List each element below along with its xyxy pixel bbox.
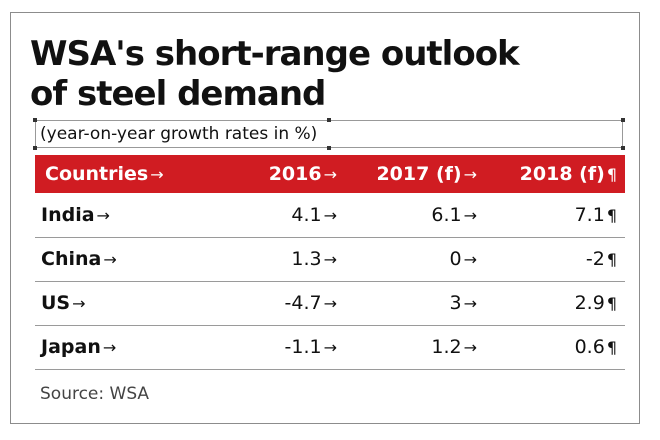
header-row: Countries → 2016 → 2017 (f) → 2018 (f) ¶ bbox=[35, 155, 625, 193]
paragraph-mark-icon: ¶ bbox=[606, 294, 617, 313]
cell-2017: 3 → bbox=[449, 292, 478, 314]
chart-subtitle: (year-on-year growth rates in %) bbox=[40, 124, 318, 144]
tab-mark-icon: → bbox=[463, 165, 477, 184]
resize-handle-bottom-middle[interactable] bbox=[327, 146, 331, 150]
table-row: US → -4.7 → 3 → 2.9 ¶ bbox=[35, 281, 625, 325]
tab-mark-icon: → bbox=[150, 165, 164, 184]
tab-mark-icon: → bbox=[96, 205, 110, 225]
header-countries: Countries → bbox=[45, 163, 164, 185]
row-country: Japan → bbox=[41, 336, 117, 358]
resize-handle-bottom-right[interactable] bbox=[621, 146, 625, 150]
tab-mark-icon: → bbox=[323, 165, 337, 184]
resize-handle-top-right[interactable] bbox=[621, 118, 625, 122]
cell-2016: 4.1 → bbox=[291, 203, 337, 226]
tab-mark-icon: → bbox=[463, 294, 477, 313]
resize-handle-top-middle[interactable] bbox=[327, 118, 331, 122]
tab-mark-icon: → bbox=[102, 338, 117, 357]
steel-demand-table: Countries → 2016 → 2017 (f) → 2018 (f) ¶ Ind… bbox=[35, 155, 625, 370]
source-note: Source: WSA bbox=[40, 384, 150, 404]
tab-mark-icon: → bbox=[72, 294, 86, 313]
row-country: China → bbox=[41, 248, 117, 270]
header-2018: 2018 (f) ¶ bbox=[519, 163, 617, 185]
table-body: India → 4.1 → 6.1 → 7.1 ¶ China → 1.3 → 0 → -2 ¶… bbox=[35, 193, 625, 369]
tab-mark-icon: → bbox=[323, 250, 337, 269]
tab-mark-icon: → bbox=[323, 294, 337, 313]
cell-2017: 6.1 → bbox=[431, 203, 477, 226]
table-row: India → 4.1 → 6.1 → 7.1 ¶ bbox=[35, 193, 625, 237]
tab-mark-icon: → bbox=[463, 250, 477, 269]
resize-handle-bottom-left[interactable] bbox=[33, 146, 37, 150]
tab-mark-icon: → bbox=[463, 338, 477, 357]
header-2017: 2017 (f) → bbox=[376, 163, 477, 185]
tab-mark-icon: → bbox=[463, 205, 477, 225]
cell-2018: 7.1 ¶ bbox=[574, 203, 617, 226]
cell-2016: -4.7 → bbox=[284, 292, 337, 314]
paragraph-mark-icon: ¶ bbox=[606, 338, 617, 357]
cell-2018: 0.6 ¶ bbox=[574, 336, 617, 358]
infographic-frame bbox=[10, 12, 640, 424]
tab-mark-icon: → bbox=[103, 250, 117, 269]
row-country: US → bbox=[41, 292, 86, 314]
data-table-container: Countries → 2016 → 2017 (f) → 2018 (f) ¶ Ind… bbox=[35, 155, 625, 370]
title-line-1: WSA's short-range outlook bbox=[30, 34, 520, 74]
table-row: Japan → -1.1 → 1.2 → 0.6 ¶ bbox=[35, 325, 625, 369]
subtitle-text-box[interactable] bbox=[35, 120, 623, 148]
table-header: Countries → 2016 → 2017 (f) → 2018 (f) ¶ bbox=[35, 155, 625, 193]
cell-2017: 0 → bbox=[449, 248, 478, 270]
cell-2018: 2.9 ¶ bbox=[574, 292, 617, 314]
tab-mark-icon: → bbox=[323, 338, 337, 357]
table-row: China → 1.3 → 0 → -2 ¶ bbox=[35, 237, 625, 281]
paragraph-mark-icon: ¶ bbox=[606, 165, 617, 184]
tab-mark-icon: → bbox=[323, 205, 337, 225]
header-2016: 2016 → bbox=[268, 163, 337, 185]
cell-2016: 1.3 → bbox=[291, 248, 337, 270]
title-line-2: of steel demand bbox=[30, 74, 326, 114]
cell-2017: 1.2 → bbox=[431, 336, 477, 358]
resize-handle-top-left[interactable] bbox=[33, 118, 37, 122]
row-country: India → bbox=[41, 203, 110, 226]
chart-title: WSA's short-range outlook of steel deman… bbox=[30, 34, 630, 114]
paragraph-mark-icon: ¶ bbox=[606, 205, 617, 225]
paragraph-mark-icon: ¶ bbox=[606, 250, 617, 269]
cell-2016: -1.1 → bbox=[284, 336, 337, 358]
cell-2018: -2 ¶ bbox=[585, 248, 617, 270]
